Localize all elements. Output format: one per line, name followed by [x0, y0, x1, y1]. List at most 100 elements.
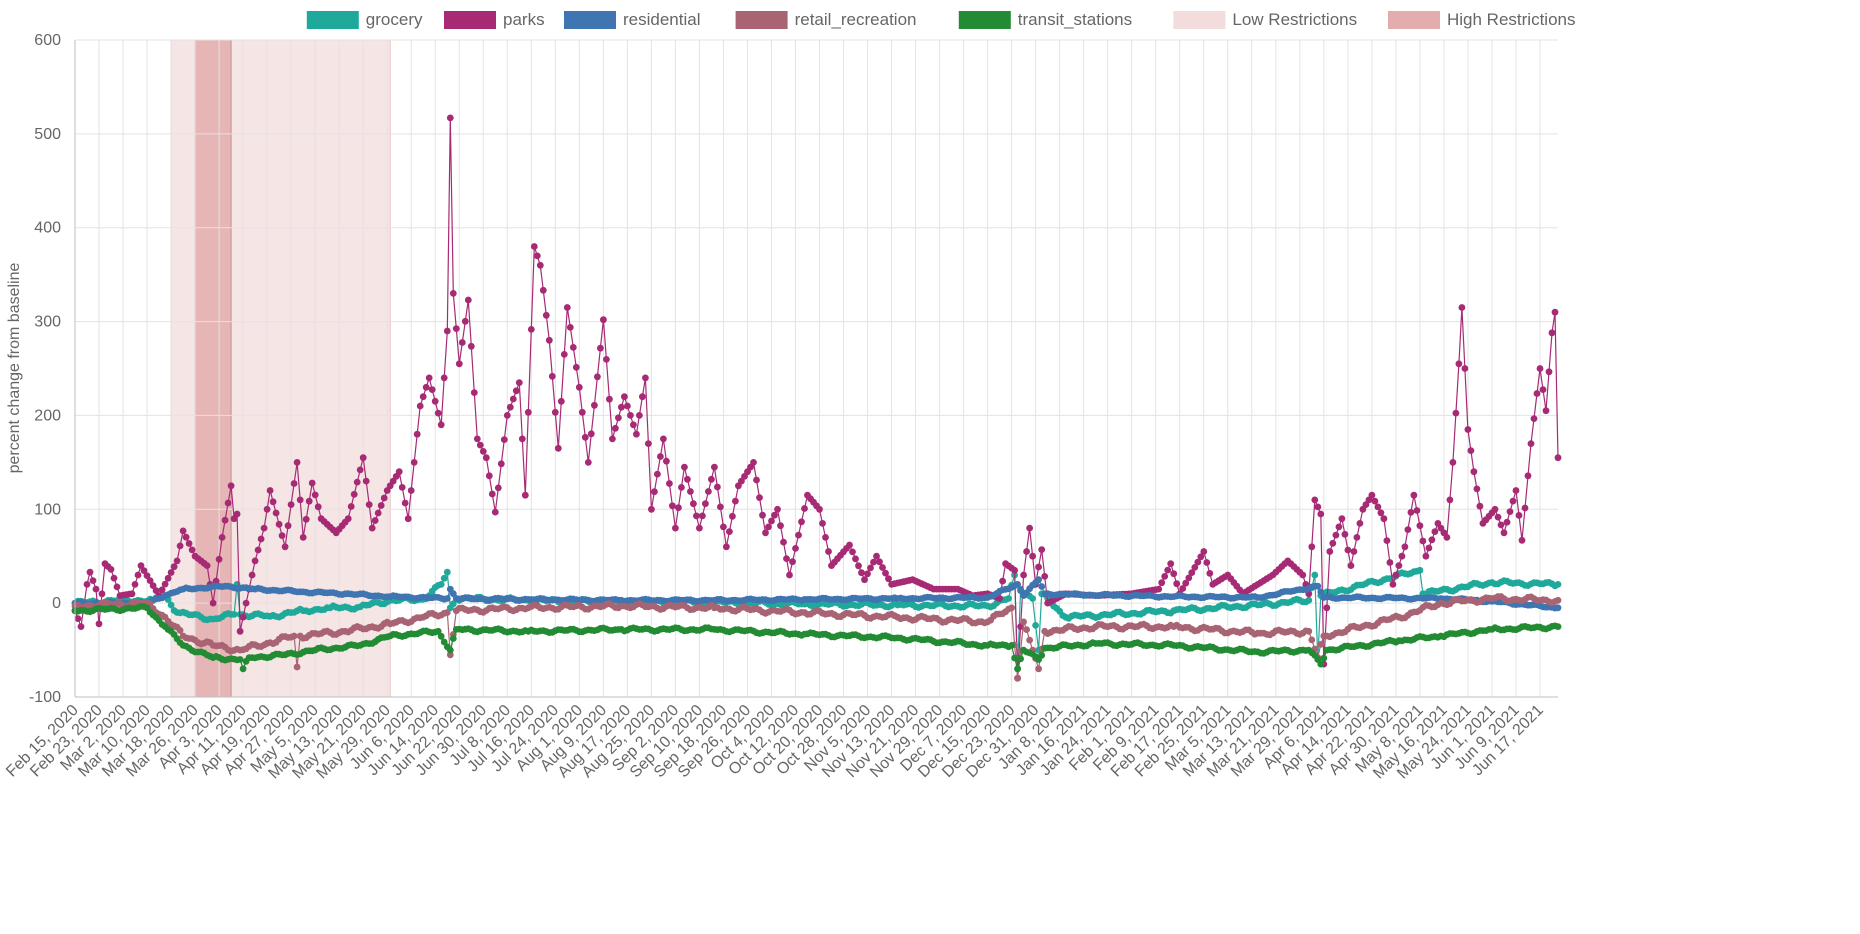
point-transit_stations [440, 638, 448, 646]
point-parks [107, 566, 115, 573]
point-parks [266, 487, 274, 494]
point-parks [113, 583, 121, 591]
point-parks [533, 252, 541, 260]
legend-item-high-restrictions[interactable]: High Restrictions [1388, 10, 1576, 29]
point-parks [1542, 407, 1550, 415]
point-parks [1317, 510, 1325, 518]
point-parks [594, 373, 601, 381]
point-parks [164, 574, 172, 582]
point-parks [1512, 487, 1520, 494]
point-parks [720, 523, 727, 531]
point-parks [780, 538, 787, 546]
point-transit_stations [1317, 660, 1325, 668]
point-parks [281, 543, 289, 551]
point-parks [515, 379, 523, 386]
point-parks [284, 522, 292, 530]
point-parks [1377, 509, 1385, 517]
point-parks [1200, 548, 1208, 555]
point-parks [275, 520, 283, 528]
legend-item-residential[interactable]: residential [564, 10, 701, 29]
point-parks [560, 351, 568, 358]
legend-swatch [1173, 11, 1226, 29]
point-parks [464, 296, 472, 304]
point-parks [654, 470, 661, 478]
point-parks [257, 535, 265, 543]
point-parks [666, 480, 673, 487]
point-parks [645, 440, 652, 447]
point-parks [1323, 604, 1331, 612]
point-parks [1011, 566, 1018, 574]
point-parks [1383, 537, 1391, 544]
point-parks [95, 620, 103, 628]
legend-swatch [958, 11, 1011, 29]
point-parks [639, 393, 646, 401]
point-parks [795, 531, 802, 539]
point-parks [479, 448, 487, 455]
point-parks [362, 477, 370, 485]
point-parks [407, 487, 415, 494]
point-parks [1341, 530, 1349, 538]
point-parks [690, 500, 697, 508]
point-parks [1170, 570, 1178, 578]
legend-label: Low Restrictions [1232, 10, 1357, 29]
point-parks [855, 562, 862, 570]
point-parks [1314, 503, 1322, 511]
point-parks [1185, 574, 1193, 582]
point-residential [1314, 582, 1322, 590]
legend-swatch [564, 11, 616, 29]
point-parks [1158, 579, 1166, 587]
point-grocery [440, 574, 448, 582]
series-lines [71, 114, 1562, 682]
point-parks [1038, 546, 1046, 553]
point-parks [753, 476, 760, 484]
point-parks [1350, 548, 1358, 555]
point-parks [287, 501, 295, 508]
point-parks [1338, 515, 1346, 523]
point-parks [999, 577, 1006, 585]
point-parks [1530, 415, 1538, 422]
point-parks [1539, 386, 1547, 393]
point-parks [350, 490, 358, 498]
point-parks [603, 356, 610, 363]
point-parks [1206, 570, 1214, 577]
point-parks [684, 475, 691, 483]
point-parks [816, 505, 823, 513]
legend-item-grocery[interactable]: grocery [306, 10, 423, 29]
point-parks [422, 383, 430, 391]
point-parks [308, 479, 316, 487]
point-parks [1410, 491, 1418, 499]
legend: grocery parks residential retail_recreation… [306, 10, 1576, 29]
point-retail_recreation [1308, 636, 1316, 644]
point-parks [1308, 543, 1316, 551]
point-parks [669, 502, 676, 510]
legend-swatch [1388, 11, 1440, 29]
point-grocery [167, 601, 175, 609]
point-parks [299, 534, 307, 541]
point-parks [774, 505, 781, 513]
legend-item-low-restrictions[interactable]: Low Restrictions [1173, 10, 1357, 29]
point-parks [1311, 496, 1319, 504]
point-parks [170, 563, 178, 571]
point-parks [864, 570, 871, 578]
point-parks [1386, 559, 1394, 566]
point-parks [110, 574, 118, 582]
point-transit_stations [449, 635, 457, 642]
point-parks [545, 336, 553, 344]
point-parks [137, 562, 145, 569]
legend-item-parks[interactable]: parks [444, 10, 545, 29]
point-parks [1404, 526, 1412, 533]
point-parks [446, 114, 454, 122]
point-parks [587, 430, 595, 438]
legend-item-retail_recreation[interactable]: retail_recreation [735, 10, 917, 29]
point-grocery [1032, 622, 1039, 629]
point-parks [134, 571, 142, 579]
point-parks [494, 484, 502, 492]
point-parks [1506, 508, 1514, 515]
legend-item-transit_stations[interactable]: transit_stations [958, 10, 1132, 29]
point-parks [473, 435, 481, 443]
point-parks [254, 546, 262, 554]
point-parks [437, 421, 445, 429]
point-parks [1407, 509, 1415, 516]
point-parks [461, 317, 469, 325]
point-parks [597, 344, 604, 352]
